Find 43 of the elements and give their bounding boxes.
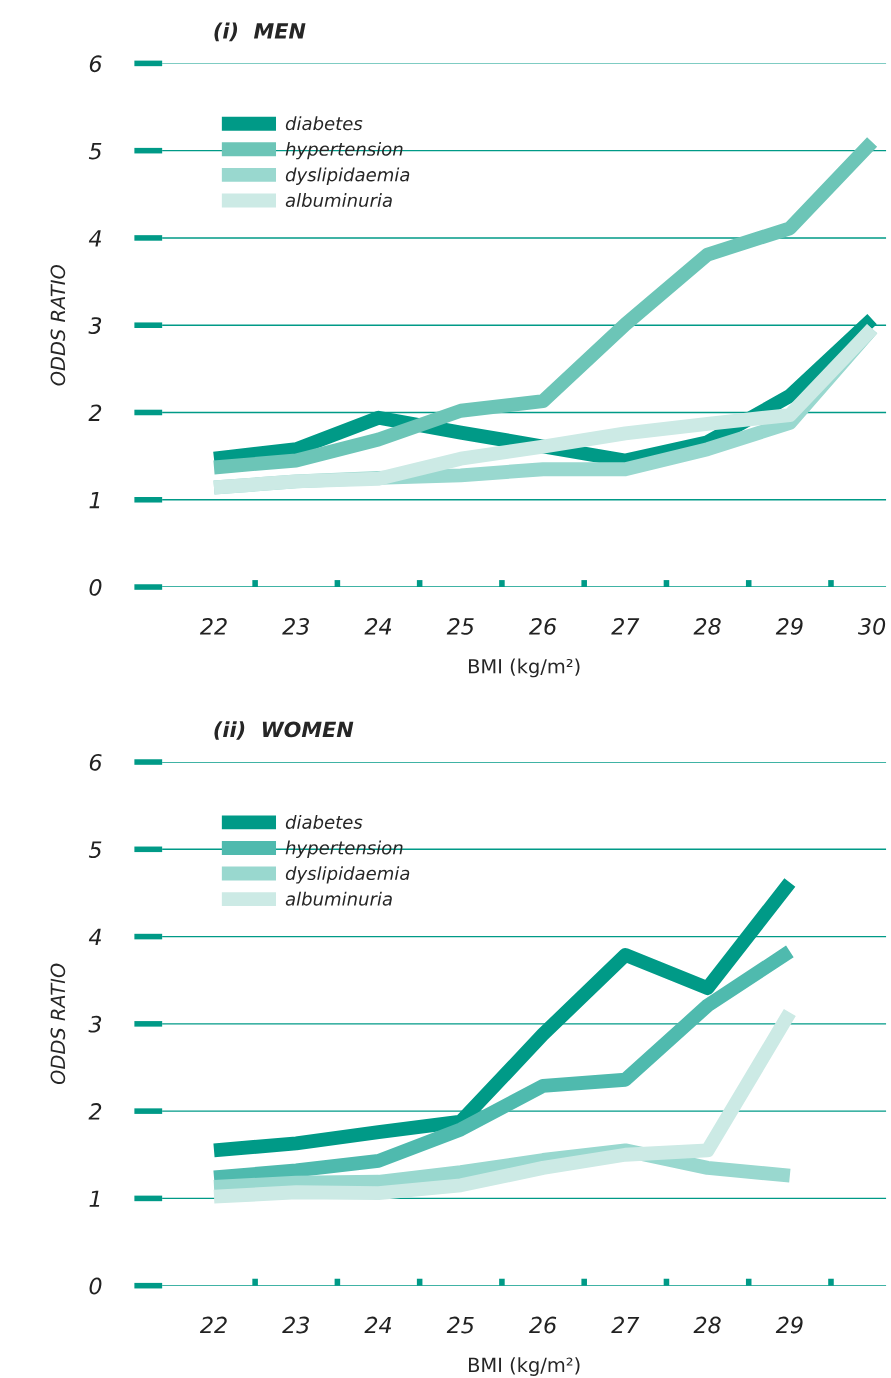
x-tick-label: 22	[199, 617, 227, 635]
x-tick-label: 25	[446, 1316, 474, 1334]
legend-label: diabetes	[285, 814, 363, 829]
y-tick-label: 3	[88, 1015, 102, 1033]
y-tick-label: 6	[89, 753, 102, 771]
x-tick-label: 27	[611, 617, 640, 635]
x-tick-label: 29	[775, 617, 803, 635]
x-tick-label: 26	[529, 617, 557, 635]
x-tick-label: 28	[693, 617, 721, 635]
legend-label: albuminuria	[285, 891, 392, 906]
y-axis-title: ODDS RATIO	[50, 963, 66, 1085]
x-tick-label: 29	[775, 1316, 803, 1334]
x-tick-label: 25	[446, 617, 474, 635]
chart-title: (ii) WOMEN	[214, 721, 354, 740]
x-tick-label: 30	[858, 617, 886, 635]
y-tick-label: 0	[89, 578, 102, 596]
legend-label: dyslipidaemia	[285, 866, 410, 884]
x-tick-label: 28	[693, 1316, 721, 1334]
y-tick-label: 6	[89, 55, 102, 73]
x-tick-label: 27	[611, 1316, 640, 1334]
legend-label: albuminuria	[285, 193, 392, 208]
y-tick-label: 5	[88, 841, 102, 859]
y-tick-label: 1	[89, 492, 100, 509]
x-axis-title: BMI (kg/m²)	[468, 1357, 580, 1376]
legend-label: diabetes	[285, 116, 363, 131]
y-tick-label: 4	[88, 928, 101, 946]
y-axis-title: ODDS RATIO	[50, 264, 66, 386]
y-tick-label: 4	[88, 230, 101, 247]
x-tick-label: 24	[364, 617, 392, 635]
y-tick-label: 1	[89, 1190, 100, 1207]
x-tick-label: 23	[282, 1316, 309, 1334]
y-tick-label: 2	[88, 404, 102, 421]
y-tick-label: 2	[88, 1103, 102, 1120]
x-tick-label: 24	[364, 1316, 392, 1334]
legend-label: dyslipidaemia	[285, 167, 410, 185]
x-tick-label: 26	[529, 1316, 557, 1334]
x-axis-title: BMI (kg/m²)	[468, 658, 580, 678]
y-tick-label: 0	[89, 1277, 102, 1295]
x-tick-label: 22	[199, 1316, 227, 1334]
y-tick-label: 5	[88, 142, 102, 160]
x-tick-label: 23	[282, 617, 309, 635]
y-tick-label: 3	[88, 317, 102, 334]
chart-title: (i) MEN	[214, 22, 306, 42]
